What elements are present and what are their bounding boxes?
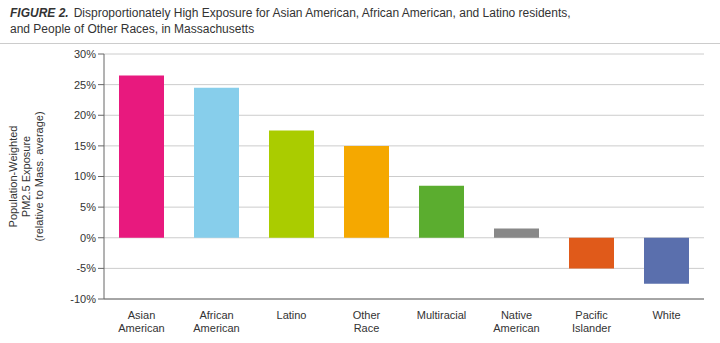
svg-text:25%: 25% [74, 79, 96, 91]
svg-text:Latino: Latino [277, 309, 307, 321]
svg-text:-10%: -10% [70, 293, 96, 305]
svg-text:5%: 5% [80, 201, 96, 213]
svg-text:Multiracial: Multiracial [417, 309, 467, 321]
svg-text:NativeAmerican: NativeAmerican [493, 309, 539, 334]
svg-text:20%: 20% [74, 109, 96, 121]
html-text:and People of Other Races, in: and People of Other Races, in Massachuse… [10, 22, 255, 36]
svg-text:AfricanAmerican: AfricanAmerican [193, 309, 239, 334]
svg-text:-5%: -5% [76, 262, 96, 274]
svg-text:30%: 30% [74, 48, 96, 60]
svg-text:15%: 15% [74, 140, 96, 152]
svg-text:OtherRace: OtherRace [353, 309, 381, 334]
html-text:FIGURE 2. Disproportionately H: FIGURE 2. Disproportionately High Exposu… [10, 6, 571, 20]
svg-text:Population-WeightedPM2.5 Expos: Population-WeightedPM2.5 Exposure(relati… [8, 111, 45, 241]
svg-text:PacificIslander: PacificIslander [572, 309, 611, 334]
svg-text:AsianAmerican: AsianAmerican [118, 309, 164, 334]
svg-text:10%: 10% [74, 170, 96, 182]
svg-text:White: White [652, 309, 680, 321]
svg-text:0%: 0% [80, 232, 96, 244]
